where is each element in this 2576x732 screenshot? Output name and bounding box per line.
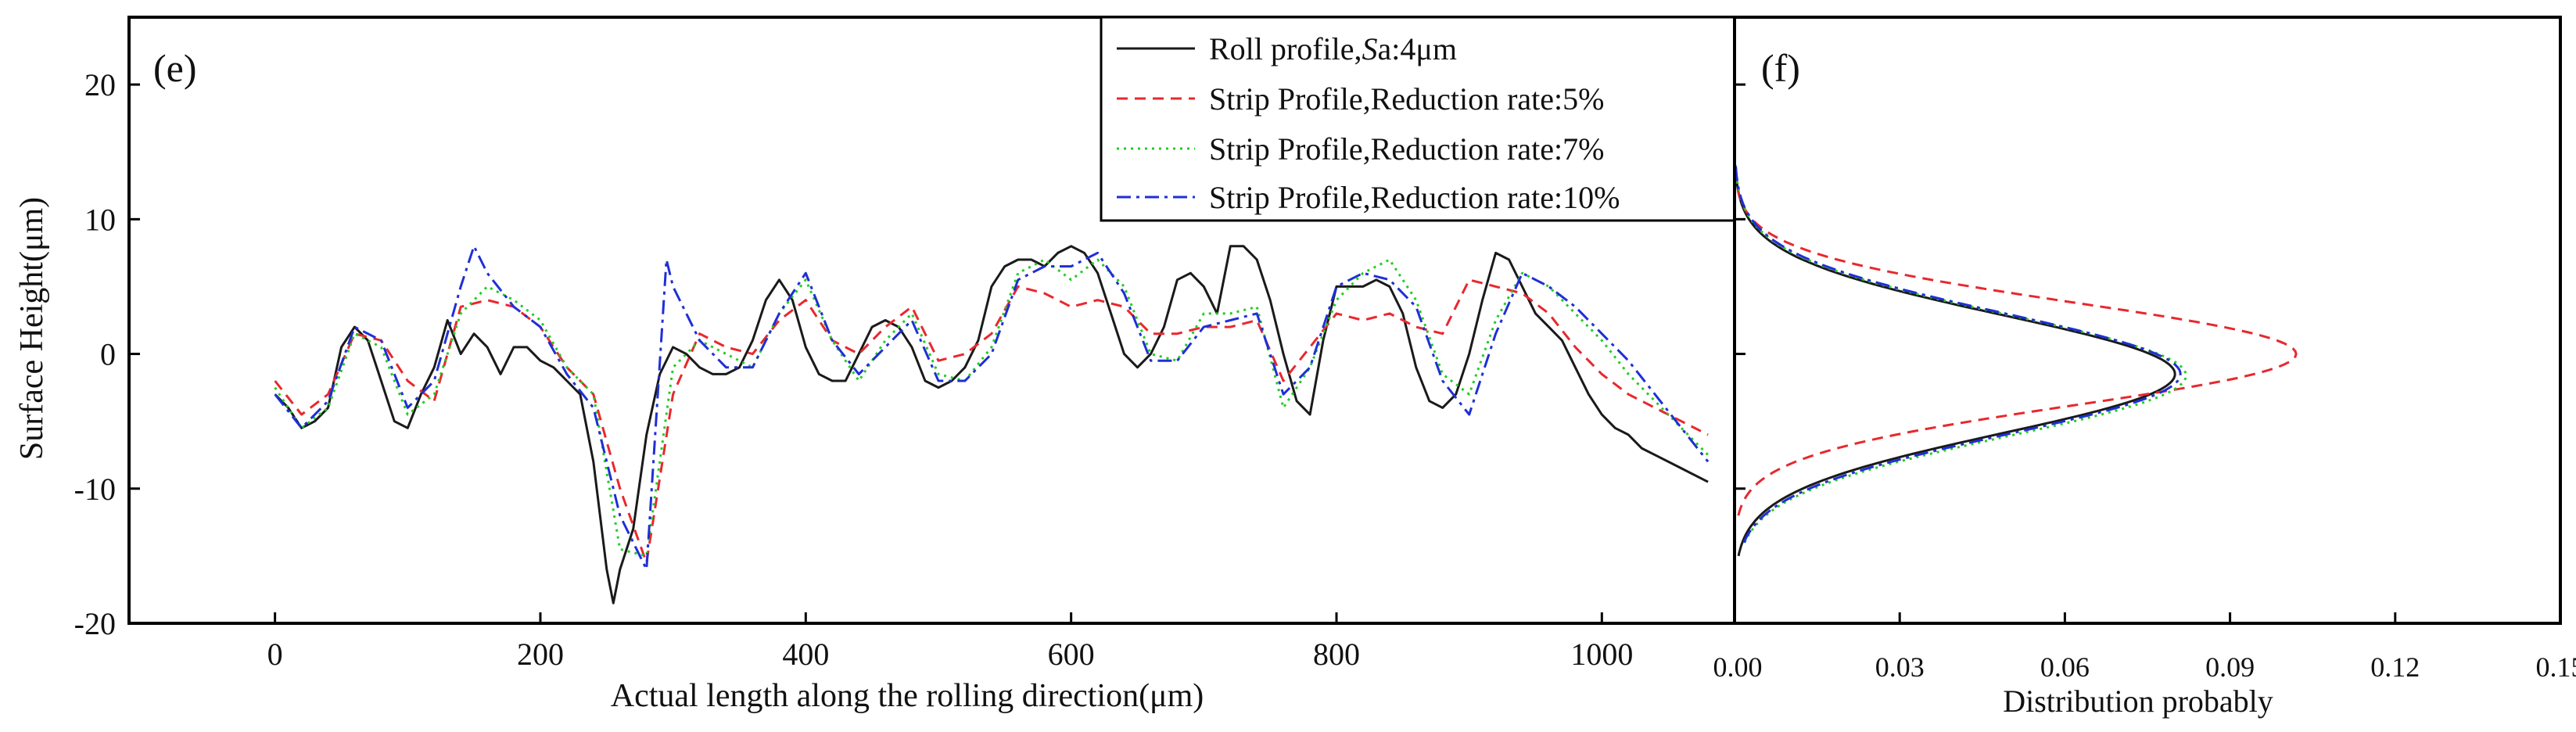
x-tick-label: 200 (517, 637, 564, 672)
y-tick-label: 0 (100, 337, 116, 372)
legend-roll-suffix: a:4μm (1378, 31, 1457, 66)
panel-e-chart: 0 200 400 600 800 1000 -20 -10 0 10 20 (e) Actual … (14, 16, 1736, 714)
x-tick-label: 0.03 (1875, 651, 1925, 683)
x-tick-label: 0.06 (2040, 651, 2090, 683)
series-line-strip7 (274, 258, 1710, 558)
distribution-curve-strip5 (1735, 178, 2298, 516)
y-tick-label: 10 (84, 202, 116, 237)
panel-f-label: (f) (1761, 46, 1800, 90)
y-tick-label: -10 (74, 472, 116, 507)
legend-entry-strip-7: Strip Profile,Reduction rate:7% (1209, 131, 1604, 167)
x-tick-label: 0.00 (1713, 651, 1763, 683)
panel-e-legend: Roll profile,Sa:4μm Strip Profile,Reduct… (1100, 16, 1736, 222)
panel-f-x-axis-title: Distribution probably (2003, 684, 2273, 719)
panel-f-plot-frame (1733, 16, 2562, 625)
x-tick-label: 0.09 (2205, 651, 2255, 683)
y-tick-label: 20 (84, 67, 116, 102)
panel-e-ticks-group: 0 200 400 600 800 1000 -20 -10 0 10 20 (74, 67, 1634, 672)
panel-e-series-group (274, 245, 1710, 605)
series-line-roll (274, 245, 1709, 605)
x-tick-label: 0.15 (2536, 651, 2576, 683)
y-tick-label: -20 (74, 606, 116, 641)
panel-f-chart: 0.00 0.03 0.06 0.09 0.12 0.15 (f) Distributio… (1713, 16, 2576, 719)
legend-box (1100, 16, 1736, 222)
x-tick-label: 0 (267, 637, 283, 672)
legend-entry-roll: Roll profile,Sa:4μm (1209, 31, 1457, 66)
legend-entry-strip-5: Strip Profile,Reduction rate:5% (1209, 81, 1604, 117)
x-tick-label: 0.12 (2370, 651, 2420, 683)
panel-e-y-axis-title: Surface Height(μm) (14, 197, 50, 460)
x-tick-label: 800 (1313, 637, 1360, 672)
panel-e-label: (e) (153, 46, 197, 90)
legend-roll-italic: S (1362, 31, 1378, 66)
panel-f-ticks-group: 0.00 0.03 0.06 0.09 0.12 0.15 (1713, 83, 2576, 683)
legend-entry-strip-10: Strip Profile,Reduction rate:10% (1209, 180, 1620, 215)
distribution-curve-strip10 (1735, 165, 2182, 544)
legend-roll-prefix: Roll profile, (1209, 31, 1362, 66)
x-tick-label: 400 (782, 637, 829, 672)
panel-e-x-axis-title: Actual length along the rolling directio… (611, 678, 1204, 714)
distribution-curve-roll (1734, 165, 2176, 557)
series-line-strip10 (274, 245, 1710, 571)
x-tick-label: 1000 (1570, 637, 1633, 672)
panel-f-series-group (1734, 165, 2298, 557)
x-tick-label: 600 (1048, 637, 1095, 672)
